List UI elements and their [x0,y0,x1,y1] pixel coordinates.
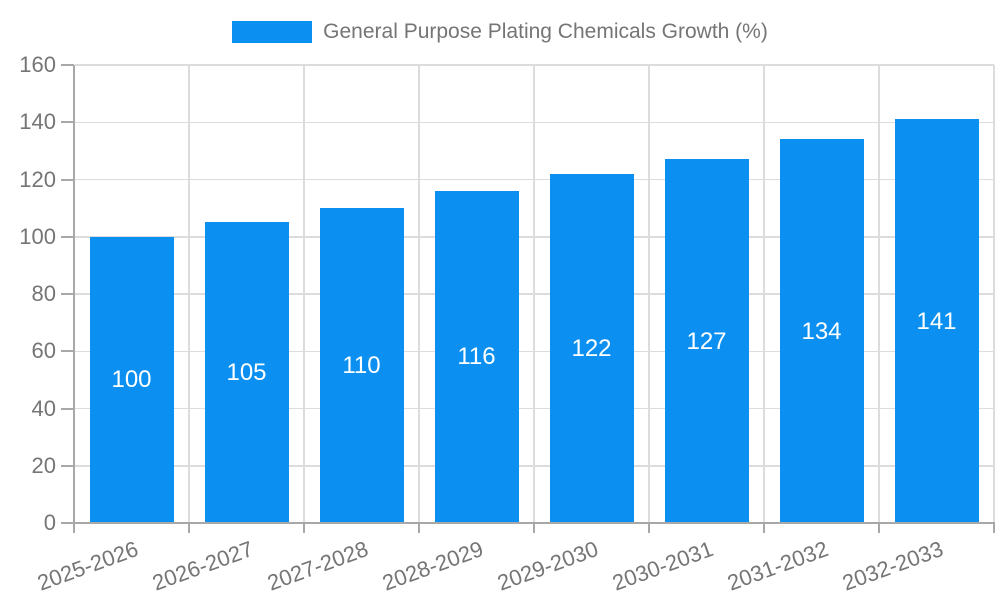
y-tick-label: 20 [31,452,56,478]
y-tick-label: 40 [31,395,56,421]
gridline-vertical [418,65,420,522]
bar-value-label: 127 [686,327,727,355]
gridline-vertical [878,65,880,522]
legend-label: General Purpose Plating Chemicals Growth… [323,20,768,43]
y-tick-label: 80 [31,281,56,306]
x-axis-tick [763,524,765,533]
y-tick-label: 120 [19,166,56,192]
bar-value-label: 100 [111,366,152,394]
y-tick-label: 60 [31,338,56,364]
legend-swatch[interactable] [232,21,313,43]
x-axis-tick [188,524,190,533]
x-axis-tick [878,524,880,533]
gridline-vertical [533,65,535,522]
x-tick-label: 2029-2030 [494,536,602,596]
x-axis-tick [303,524,305,533]
bar-value-label: 141 [916,307,957,335]
bar[interactable] [434,190,519,522]
x-tick-label: 2025-2026 [34,536,142,596]
gridline-vertical [993,65,995,522]
y-axis-tick [61,121,74,124]
x-tick-label: 2031-2032 [724,536,832,596]
bar-value-label: 122 [571,334,612,362]
x-axis-tick [418,524,420,533]
bar[interactable] [549,173,634,522]
legend: General Purpose Plating Chemicals Growth… [0,20,1000,44]
y-axis-tick [61,235,74,238]
bar[interactable] [89,236,174,522]
y-axis-line [73,65,75,524]
y-axis-tick [61,64,74,66]
bar-value-label: 134 [801,317,842,345]
x-tick-label: 2030-2031 [609,536,717,596]
x-axis-line [73,522,995,524]
y-tick-label: 140 [19,109,56,135]
y-axis-tick [61,522,74,524]
x-axis-tick [533,524,535,533]
y-tick-label: 100 [19,223,56,249]
y-tick-label: 0 [43,510,56,535]
y-axis-tick [61,464,74,467]
x-tick-label: 2032-2033 [839,536,947,596]
x-axis-tick [73,524,75,533]
y-axis-tick [61,407,74,410]
gridline-vertical [188,65,190,522]
gridline-vertical [648,65,650,522]
bar-value-label: 110 [342,352,381,380]
gridline-vertical [763,65,765,522]
legend-item[interactable]: General Purpose Plating Chemicals Growth… [232,20,768,44]
y-axis-tick [61,350,74,353]
y-tick-label: 160 [19,52,56,77]
y-axis-tick [61,178,74,181]
bar[interactable] [204,222,289,522]
bar[interactable] [779,139,864,522]
bar[interactable] [894,119,979,522]
x-tick-label: 2028-2029 [379,536,487,596]
gridline-vertical [303,65,305,522]
x-axis-tick [648,524,650,533]
x-axis-tick [993,524,995,533]
y-axis-tick [61,293,74,295]
bar[interactable] [319,208,404,522]
x-tick-label: 2027-2028 [264,536,372,596]
bar[interactable] [664,159,749,522]
bar-value-label: 105 [226,359,267,387]
x-tick-label: 2026-2027 [149,536,257,596]
bar-value-label: 116 [457,343,496,371]
